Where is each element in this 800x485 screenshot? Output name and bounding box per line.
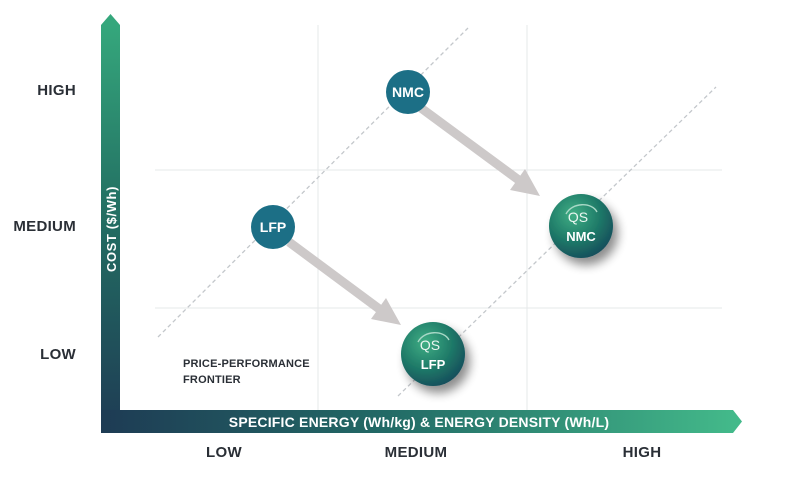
x-axis-title: SPECIFIC ENERGY (Wh/kg) & ENERGY DENSITY… [229, 414, 609, 430]
y-level-low: LOW [40, 346, 76, 363]
frontier-note-line2: FRONTIER [183, 374, 241, 386]
x-level-low: LOW [206, 444, 242, 461]
x-axis: SPECIFIC ENERGY (Wh/kg) & ENERGY DENSITY… [101, 410, 742, 433]
y-axis-title: COST ($/Wh) [104, 186, 119, 272]
y-axis: COST ($/Wh) [101, 14, 120, 433]
frontier-note-line1: PRICE-PERFORMANCE [183, 358, 310, 370]
node-qs-lfp-prefix: QS [420, 337, 440, 353]
grid-lines [155, 25, 722, 410]
node-qs-nmc-label: NMC [566, 229, 596, 244]
qs-swoosh-logo-icon [565, 204, 598, 215]
y-axis-bar [101, 25, 120, 433]
improvement-arrows [286, 104, 540, 325]
y-level-high: HIGH [37, 82, 76, 99]
node-lfp-label: LFP [260, 219, 286, 235]
arrow-nmc-shaft [418, 104, 523, 185]
x-level-high: HIGH [622, 444, 662, 461]
node-qs-lfp-label: LFP [421, 357, 446, 372]
node-qs-lfp: QS LFP [401, 322, 465, 386]
y-level-medium: MEDIUM [13, 218, 76, 235]
node-qs-nmc: QS NMC [549, 194, 613, 258]
y-axis-arrowhead [101, 14, 120, 25]
node-nmc-label: NMC [392, 84, 424, 100]
qs-swoosh-logo-icon [417, 332, 450, 343]
x-axis-bar [101, 410, 733, 433]
arrow-lfp-head [371, 298, 401, 325]
arrow-nmc-head [510, 169, 540, 196]
frontier-note: PRICE-PERFORMANCE FRONTIER [183, 356, 310, 388]
node-lfp: LFP [251, 205, 295, 249]
node-nmc: NMC [386, 70, 430, 114]
arrow-lfp-shaft [286, 238, 385, 315]
x-axis-arrowhead [733, 410, 742, 433]
node-qs-nmc-prefix: QS [568, 209, 588, 225]
x-level-medium: MEDIUM [384, 444, 448, 461]
frontier-line-current [157, 27, 469, 338]
